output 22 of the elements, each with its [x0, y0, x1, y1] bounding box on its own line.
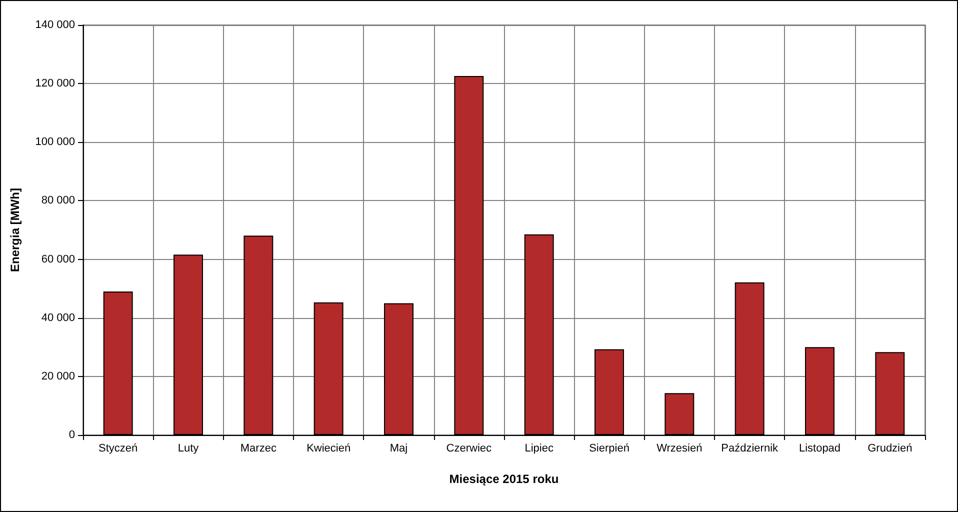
y-tick-label: 40 000 — [41, 312, 75, 324]
y-tick-label: 140 000 — [35, 19, 75, 31]
x-tick-label: Listopad — [798, 442, 841, 454]
x-tick-label: Czerwiec — [446, 442, 492, 454]
x-tick-label: Marzec — [240, 442, 277, 454]
y-tick-label: 20 000 — [41, 370, 75, 382]
x-tick-label: Grudzień — [868, 442, 912, 454]
x-axis-title: Miesiące 2015 roku — [449, 472, 559, 486]
x-tick-label: Lipiec — [524, 442, 554, 454]
x-tick-label: Styczeń — [98, 442, 138, 454]
x-tick-label: Kwiecień — [306, 442, 351, 454]
y-axis-title: Energia [MWh] — [8, 188, 22, 272]
x-tick-label: Sierpień — [589, 442, 630, 454]
x-tick-label: Maj — [390, 442, 408, 454]
x-tick-label: Wrzesień — [656, 442, 702, 454]
y-tick-label: 0 — [68, 429, 75, 441]
y-tick-label: 60 000 — [41, 253, 75, 266]
y-tick-label: 120 000 — [35, 78, 75, 90]
y-tick-label: 100 000 — [35, 136, 75, 148]
x-tick-label: Luty — [178, 442, 200, 454]
y-tick-label: 80 000 — [41, 194, 75, 207]
x-tick-label: Październik — [721, 442, 779, 454]
